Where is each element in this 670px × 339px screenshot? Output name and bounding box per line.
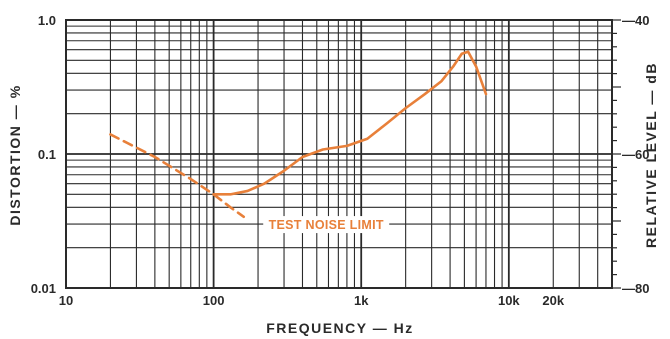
y-tick-label: 0.1 (38, 147, 56, 162)
annotation-background (263, 216, 390, 234)
y-tick-label: 0.01 (31, 281, 56, 296)
series-group (109, 50, 488, 219)
x-axis-title: FREQUENCY — Hz (266, 320, 414, 336)
x-tick-label: 1k (354, 293, 369, 308)
annotations: TEST NOISE LIMIT (263, 216, 390, 234)
y-tick-label: 1.0 (38, 13, 56, 28)
y-axis-title: DISTORTION — % (7, 84, 23, 225)
tick-labels: 10 100 1k 10k 20k 0.01 0.1 1.0 —80 —60 —40 (31, 13, 650, 308)
x-tick-label: 100 (203, 293, 225, 308)
x-tick-label: 10 (59, 293, 73, 308)
series-line-noise-limit (109, 133, 246, 219)
y2-axis-title: RELATIVE LEVEL — dB (643, 62, 659, 248)
annotation-test-noise-limit: TEST NOISE LIMIT (269, 218, 384, 232)
series-line-distortion (212, 50, 488, 196)
y2-tick-label: —40 (622, 13, 649, 28)
y2-tick-label: —80 (622, 281, 649, 296)
x-tick-label: 10k (498, 293, 520, 308)
plot-frame (65, 19, 613, 289)
grid (65, 19, 621, 289)
x-tick-label: 20k (542, 293, 564, 308)
y2-tick-label: —60 (622, 147, 649, 162)
